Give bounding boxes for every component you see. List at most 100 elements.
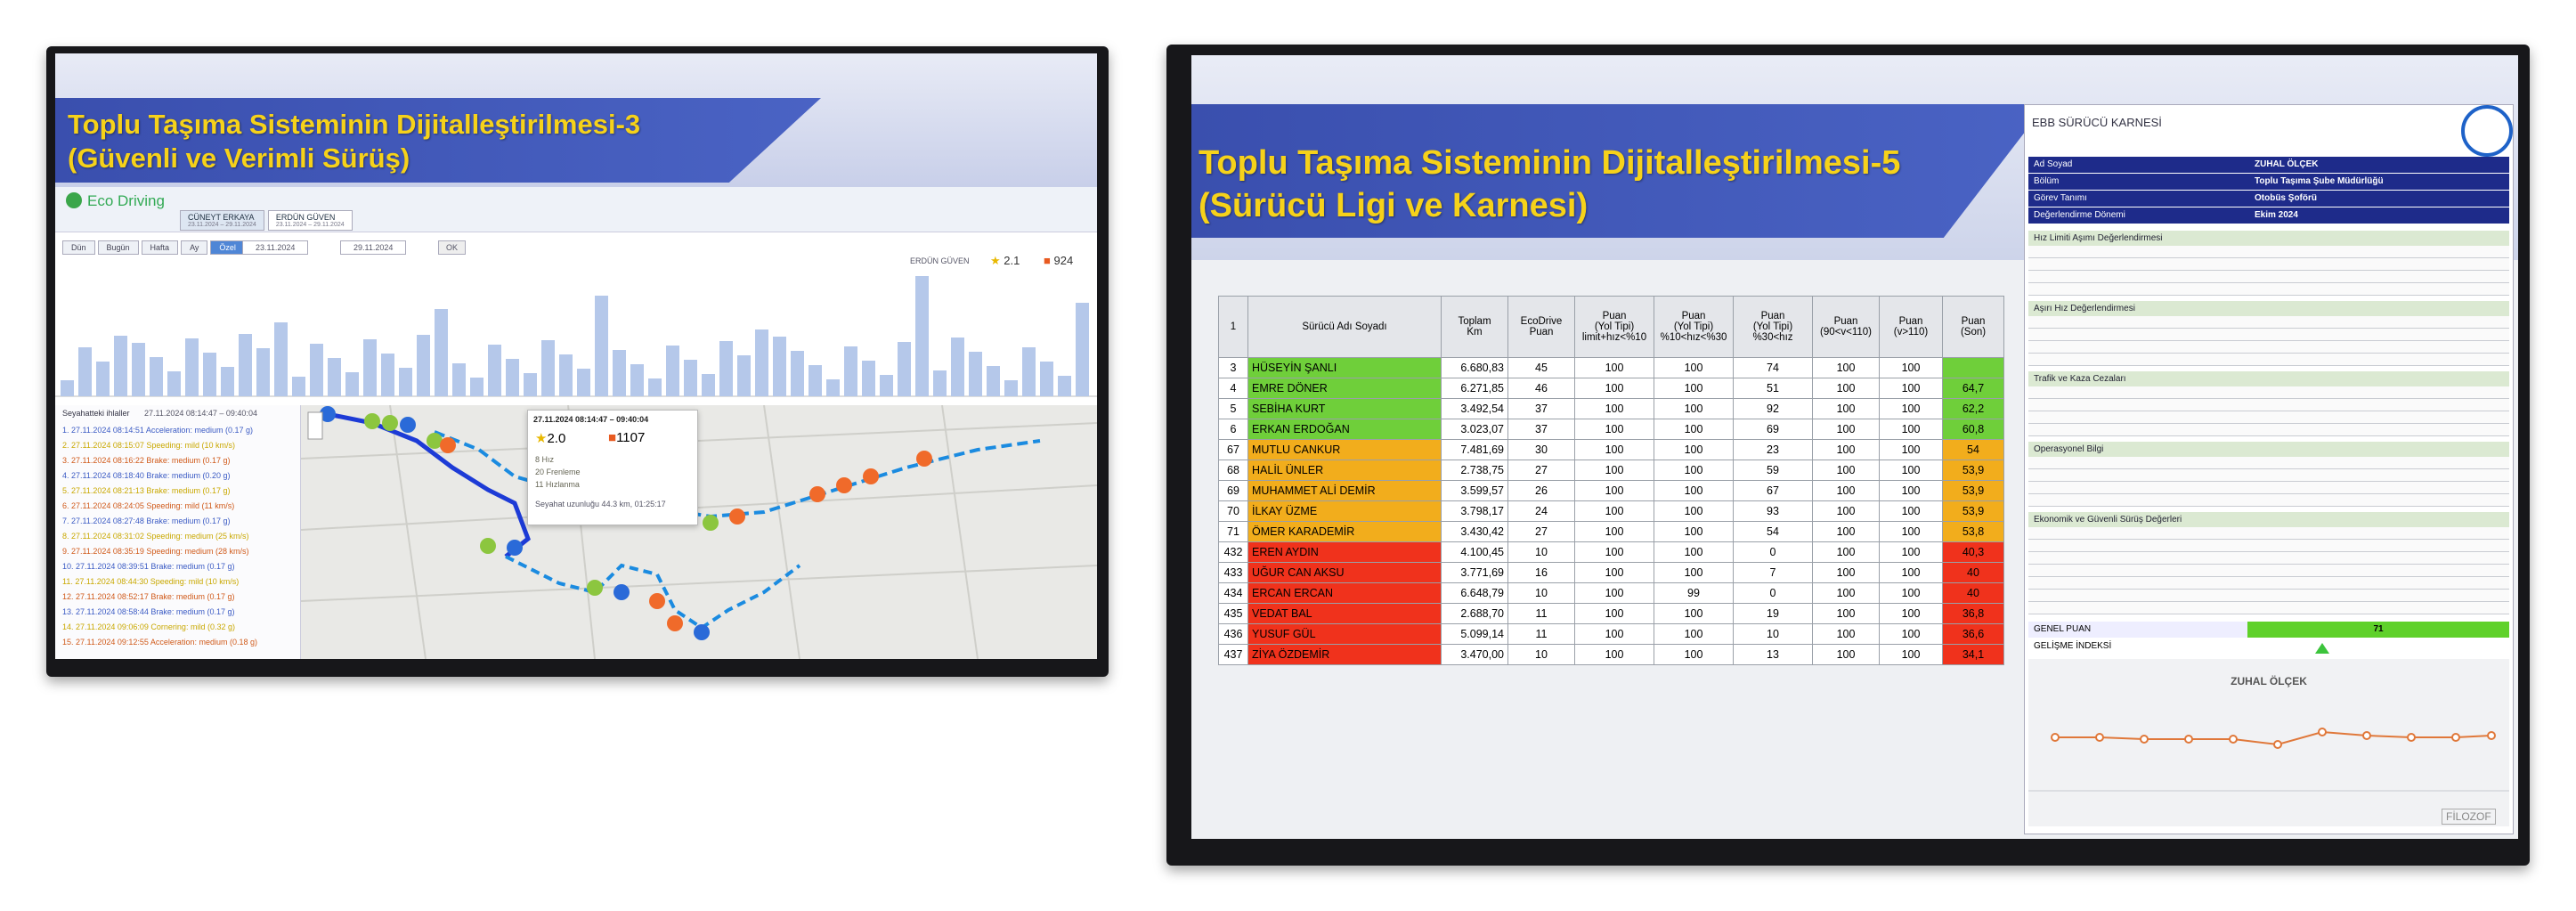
- range-button[interactable]: Bugün: [97, 240, 139, 255]
- star-icon: ★: [535, 431, 548, 446]
- activity-chart: [55, 276, 1097, 397]
- activity-bar: [256, 348, 270, 396]
- score-cell: 60,8: [1942, 419, 2004, 440]
- count-icon: ■: [1044, 254, 1051, 267]
- activity-bar: [595, 296, 608, 396]
- section-line: [2028, 271, 2509, 283]
- activity-bar: [61, 380, 74, 396]
- popup-summary: Seyahat uzunluğu 44.3 km, 01:25:17: [535, 500, 666, 508]
- range-button[interactable]: Dün: [62, 240, 95, 255]
- score-cell: 100: [1574, 521, 1654, 542]
- marker: [694, 624, 710, 640]
- driver-name: MUTLU CANKUR: [1247, 439, 1442, 460]
- score-cell: 100: [1574, 357, 1654, 378]
- score-cell: 59: [1733, 460, 1813, 481]
- range-button[interactable]: Hafta: [141, 240, 179, 255]
- score-cell: 100: [1812, 357, 1880, 378]
- range-button[interactable]: Özel: [210, 240, 245, 255]
- score: 2.1: [1004, 254, 1020, 267]
- violation-item: 4. 27.11.2024 08:18:40 Brake: medium (0.…: [62, 471, 231, 480]
- score-cell: 100: [1812, 521, 1880, 542]
- app-logo: [66, 192, 82, 208]
- score-cell: 37: [1507, 398, 1575, 419]
- score-cell: 24: [1507, 500, 1575, 522]
- app-topbar: Eco Driving CÜNEYT ERKAYA 23.11.2024 – 29…: [55, 187, 1097, 232]
- score-cell: 100: [1879, 419, 1943, 440]
- score-cell: 62,2: [1942, 398, 2004, 419]
- section-line: [2028, 386, 2509, 399]
- score-cell: 2.738,75: [1441, 460, 1508, 481]
- app-name: Eco Driving: [87, 192, 165, 209]
- driver-name: ERKAN ERDOĞAN: [1247, 419, 1442, 440]
- violation-item: 7. 27.11.2024 08:27:48 Brake: medium (0.…: [62, 517, 231, 525]
- score-cell: 3.430,42: [1441, 521, 1508, 542]
- score-cell: 53,8: [1942, 521, 2004, 542]
- section-title: Aşırı Hız Değerlendirmesi: [2028, 301, 2509, 316]
- score-cell: 100: [1574, 460, 1654, 481]
- tab[interactable]: ERDÜN GÜVEN 23.11.2024 – 29.11.2024: [267, 210, 353, 231]
- table-row: 434 ERCAN ERCAN 6.648,79 10 100 99 0 100 100 40: [1218, 582, 2004, 604]
- score-cell: 100: [1574, 378, 1654, 399]
- activity-bar: [417, 335, 430, 396]
- activity-bar: [96, 362, 110, 396]
- score-cell: 40,3: [1942, 541, 2004, 563]
- score-cell: 40: [1942, 582, 2004, 604]
- driver-name: EREN AYDIN: [1247, 541, 1442, 563]
- ok-button[interactable]: OK: [438, 240, 467, 255]
- header-cell: Puan (Son): [1942, 296, 2004, 358]
- marker: [703, 515, 719, 531]
- activity-bar: [969, 352, 982, 396]
- date-from[interactable]: 23.11.2024: [242, 240, 309, 255]
- score-cell: 100: [1879, 398, 1943, 419]
- score-cell: 100: [1812, 541, 1880, 563]
- section-line: [2028, 399, 2509, 411]
- score-cell: 100: [1574, 419, 1654, 440]
- score-cell: 5.099,14: [1441, 623, 1508, 645]
- right-tv: Toplu Taşıma Sisteminin Dijitalleştirilm…: [1166, 45, 2530, 866]
- popup-score-value: 2.0: [547, 431, 566, 446]
- activity-bar: [292, 377, 305, 396]
- score-cell: 10: [1507, 582, 1575, 604]
- violation-item: 10. 27.11.2024 08:39:51 Brake: medium (0…: [62, 562, 235, 571]
- violation-item: 13. 27.11.2024 08:58:44 Brake: medium (0…: [62, 607, 235, 616]
- popup-line: 8 Hız: [535, 455, 555, 464]
- activity-bar: [488, 345, 501, 396]
- score-cell: 100: [1879, 439, 1943, 460]
- activity-bar: [150, 357, 163, 396]
- score-cell: 100: [1654, 357, 1734, 378]
- range-button[interactable]: Ay: [181, 240, 208, 255]
- score-cell: 54: [1733, 521, 1813, 542]
- section-title: Hız Limiti Aşımı Değerlendirmesi: [2028, 231, 2509, 246]
- activity-bar: [666, 346, 679, 396]
- activity-bar: [541, 340, 555, 396]
- info-label: Değerlendirme Dönemi: [2028, 207, 2247, 224]
- trend-dots: [2051, 728, 2496, 749]
- score-cell: [1942, 357, 2004, 378]
- table-row: 435 VEDAT BAL 2.688,70 11 100 100 19 100 100 36,8: [1218, 603, 2004, 624]
- marker: [587, 580, 603, 596]
- score-cell: 100: [1812, 603, 1880, 624]
- driver-name: YUSUF GÜL: [1247, 623, 1442, 645]
- tab-name: ERDÜN GÜVEN: [275, 213, 336, 222]
- zoom-control[interactable]: [307, 411, 323, 440]
- info-row: Değerlendirme Dönemi Ekim 2024: [2028, 207, 2509, 224]
- activity-bar: [773, 337, 786, 396]
- route-south: [505, 555, 801, 630]
- popup-line: 11 Hızlanma: [535, 480, 580, 489]
- score-cell: 100: [1812, 398, 1880, 419]
- activity-bar: [613, 350, 626, 396]
- score-cell: 100: [1574, 603, 1654, 624]
- info-value: ZUHAL ÖLÇEK: [2247, 157, 2509, 173]
- date-to[interactable]: 29.11.2024: [340, 240, 407, 255]
- violation-item: 12. 27.11.2024 08:52:17 Brake: medium (0…: [62, 592, 235, 601]
- karne-info: Ad Soyad ZUHAL ÖLÇEK Bölüm Toplu Taşıma Şub…: [2028, 157, 2509, 224]
- score-cell: 100: [1574, 541, 1654, 563]
- score-cell: 27: [1507, 521, 1575, 542]
- table-row: 71 ÖMER KARADEMİR 3.430,42 27 100 100 54 100 100…: [1218, 521, 2004, 542]
- tab[interactable]: CÜNEYT ERKAYA 23.11.2024 – 29.11.2024: [180, 210, 264, 231]
- section-title: Operasyonel Bilgi: [2028, 442, 2509, 457]
- activity-bar: [987, 366, 1000, 396]
- marker: [667, 615, 683, 631]
- header-cell: Puan (Yol Tipi) limit+hız<%10: [1574, 296, 1654, 358]
